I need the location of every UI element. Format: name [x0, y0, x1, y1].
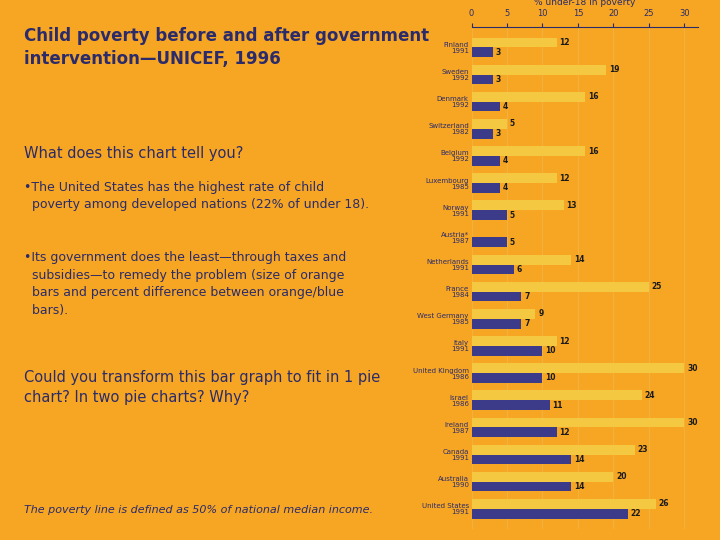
- Bar: [472, 48, 493, 57]
- Text: 6: 6: [517, 265, 522, 274]
- Bar: [472, 92, 585, 102]
- Text: 30: 30: [687, 418, 698, 427]
- Bar: [472, 200, 564, 210]
- Text: 10: 10: [545, 346, 556, 355]
- Bar: [472, 265, 514, 274]
- Bar: [472, 336, 557, 346]
- Text: 23: 23: [637, 445, 648, 454]
- Text: 11: 11: [552, 401, 563, 410]
- Text: 3: 3: [495, 129, 501, 138]
- Bar: [472, 238, 507, 247]
- Text: 16: 16: [588, 92, 598, 102]
- Bar: [472, 455, 571, 464]
- Text: •Its government does the least—through taxes and
  subsidies—to remedy the probl: •Its government does the least—through t…: [24, 251, 346, 316]
- Bar: [472, 390, 642, 400]
- Text: 7: 7: [524, 319, 529, 328]
- Text: 12: 12: [559, 336, 570, 346]
- Text: 3: 3: [495, 75, 501, 84]
- Bar: [472, 482, 571, 491]
- Text: 4: 4: [503, 184, 508, 192]
- X-axis label: % under-18 in poverty: % under-18 in poverty: [534, 0, 636, 7]
- Bar: [472, 129, 493, 139]
- Bar: [472, 363, 684, 373]
- Text: Could you transform this bar graph to fit in 1 pie
chart? In two pie charts? Why: Could you transform this bar graph to fi…: [24, 370, 380, 404]
- Text: 24: 24: [644, 391, 655, 400]
- Text: 5: 5: [510, 119, 515, 129]
- Bar: [472, 472, 613, 482]
- Text: 14: 14: [574, 482, 584, 491]
- Bar: [472, 292, 521, 301]
- Bar: [472, 499, 656, 509]
- Bar: [472, 210, 507, 220]
- Bar: [472, 255, 571, 265]
- Bar: [472, 417, 684, 427]
- Text: 10: 10: [545, 374, 556, 382]
- Bar: [472, 156, 500, 166]
- Text: 12: 12: [559, 38, 570, 47]
- Text: 22: 22: [631, 509, 641, 518]
- Text: Child poverty before and after government
intervention—UNICEF, 1996: Child poverty before and after governmen…: [24, 27, 428, 68]
- Text: 26: 26: [659, 500, 669, 509]
- Bar: [472, 282, 649, 292]
- Text: 19: 19: [609, 65, 620, 74]
- Text: What does this chart tell you?: What does this chart tell you?: [24, 146, 243, 161]
- Text: 4: 4: [503, 102, 508, 111]
- Text: 14: 14: [574, 255, 584, 264]
- Text: 13: 13: [567, 201, 577, 210]
- Text: 5: 5: [510, 211, 515, 220]
- Text: 4: 4: [503, 156, 508, 165]
- Text: 20: 20: [616, 472, 626, 481]
- Bar: [472, 400, 549, 410]
- Text: 12: 12: [559, 174, 570, 183]
- Text: 16: 16: [588, 146, 598, 156]
- Bar: [472, 183, 500, 193]
- Text: 5: 5: [510, 238, 515, 247]
- Text: 12: 12: [559, 428, 570, 437]
- Text: 9: 9: [539, 309, 544, 319]
- Text: The poverty line is defined as 50% of national median income.: The poverty line is defined as 50% of na…: [24, 505, 372, 515]
- Bar: [472, 173, 557, 183]
- Text: 7: 7: [524, 292, 529, 301]
- Bar: [472, 75, 493, 84]
- Bar: [472, 65, 606, 75]
- Text: 3: 3: [495, 48, 501, 57]
- Bar: [472, 509, 628, 518]
- Bar: [472, 346, 542, 356]
- Bar: [472, 373, 542, 383]
- Bar: [472, 319, 521, 329]
- Bar: [472, 146, 585, 156]
- Text: 25: 25: [652, 282, 662, 291]
- Text: 14: 14: [574, 455, 584, 464]
- Bar: [472, 38, 557, 48]
- Text: •The United States has the highest rate of child
  poverty among developed natio: •The United States has the highest rate …: [24, 181, 369, 211]
- Bar: [472, 102, 500, 111]
- Text: 30: 30: [687, 364, 698, 373]
- Bar: [472, 445, 634, 455]
- Bar: [472, 427, 557, 437]
- Bar: [472, 119, 507, 129]
- Bar: [472, 309, 536, 319]
